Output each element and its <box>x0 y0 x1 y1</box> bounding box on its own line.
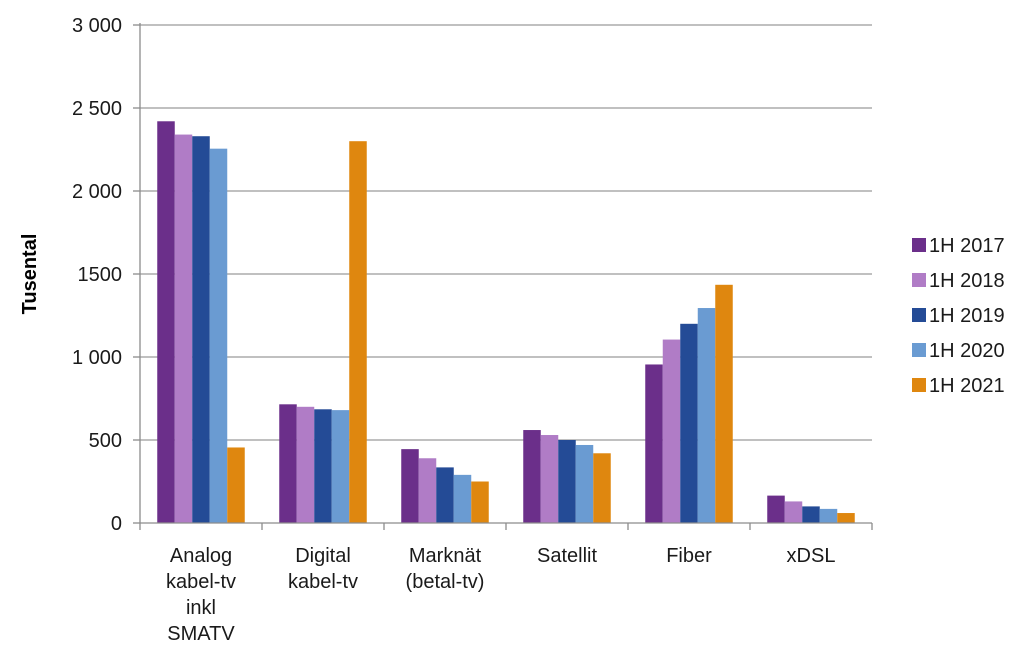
bar <box>279 404 297 523</box>
bar <box>174 134 193 523</box>
axes <box>133 23 873 530</box>
y-tick-labels: 0 500 1 000 1500 2 000 2 500 3 000 <box>72 15 122 535</box>
x-tick-label: Digital kabel-tv <box>288 545 358 593</box>
legend-label: 1H 2018 <box>929 270 1005 292</box>
y-tick-label: 1500 <box>78 264 123 286</box>
y-tick-label: 1 000 <box>72 347 122 369</box>
legend-label: 1H 2020 <box>929 340 1005 362</box>
bar <box>767 495 785 523</box>
bar <box>575 444 594 523</box>
x-tick-label: Satellit <box>537 545 597 567</box>
bar <box>401 449 419 523</box>
legend-swatch <box>912 238 926 252</box>
bar <box>209 148 228 524</box>
x-tick-label: Fiber <box>666 545 712 567</box>
bar <box>662 339 681 523</box>
x-tick-label: xDSL <box>787 545 836 567</box>
legend-label: 1H 2017 <box>929 235 1005 257</box>
legend-item: 1H 2018 <box>912 270 1005 292</box>
bar <box>645 364 663 523</box>
bar <box>331 410 350 523</box>
bar <box>540 435 559 523</box>
y-tick-label: 2 000 <box>72 181 122 203</box>
legend-item: 1H 2021 <box>912 375 1005 397</box>
bar <box>593 453 611 523</box>
legend-item: 1H 2020 <box>912 340 1005 362</box>
y-tick-label: 500 <box>89 430 122 452</box>
bar <box>697 308 716 523</box>
bar <box>157 121 175 523</box>
bar <box>558 440 576 523</box>
bar <box>802 506 820 523</box>
legend-item: 1H 2019 <box>912 305 1005 327</box>
bar <box>471 481 489 523</box>
gridlines <box>140 24 872 441</box>
bar <box>784 501 803 523</box>
legend-label: 1H 2021 <box>929 375 1005 397</box>
legend: 1H 2017 1H 2018 1H 2019 1H 2020 1H 2021 <box>912 235 1005 397</box>
y-tick-label: 3 000 <box>72 15 122 37</box>
legend-swatch <box>912 308 926 322</box>
y-tick-label: 0 <box>111 513 122 535</box>
x-tick-label: Marknät (betal-tv) <box>406 545 485 593</box>
bar <box>837 513 855 523</box>
legend-label: 1H 2019 <box>929 305 1005 327</box>
bar <box>523 430 541 523</box>
x-tick-labels: Analog kabel-tv inkl SMATV Digital kabel-tv Ma… <box>166 545 835 645</box>
bar <box>418 458 437 523</box>
bar <box>715 284 733 523</box>
bar <box>192 136 210 523</box>
legend-item: 1H 2017 <box>912 235 1005 257</box>
bar <box>314 409 332 523</box>
bar <box>680 323 698 523</box>
legend-swatch <box>912 273 926 287</box>
bar <box>436 467 454 523</box>
legend-swatch <box>912 343 926 357</box>
bars <box>157 121 855 524</box>
x-tick-label: Analog kabel-tv inkl SMATV <box>166 545 236 645</box>
y-tick-label: 2 500 <box>72 98 122 120</box>
bar <box>227 447 245 523</box>
y-axis-label: Tusental <box>19 234 41 315</box>
bar <box>819 508 838 523</box>
legend-swatch <box>912 378 926 392</box>
bar <box>296 406 315 523</box>
bar <box>453 474 472 523</box>
bar <box>349 141 367 523</box>
